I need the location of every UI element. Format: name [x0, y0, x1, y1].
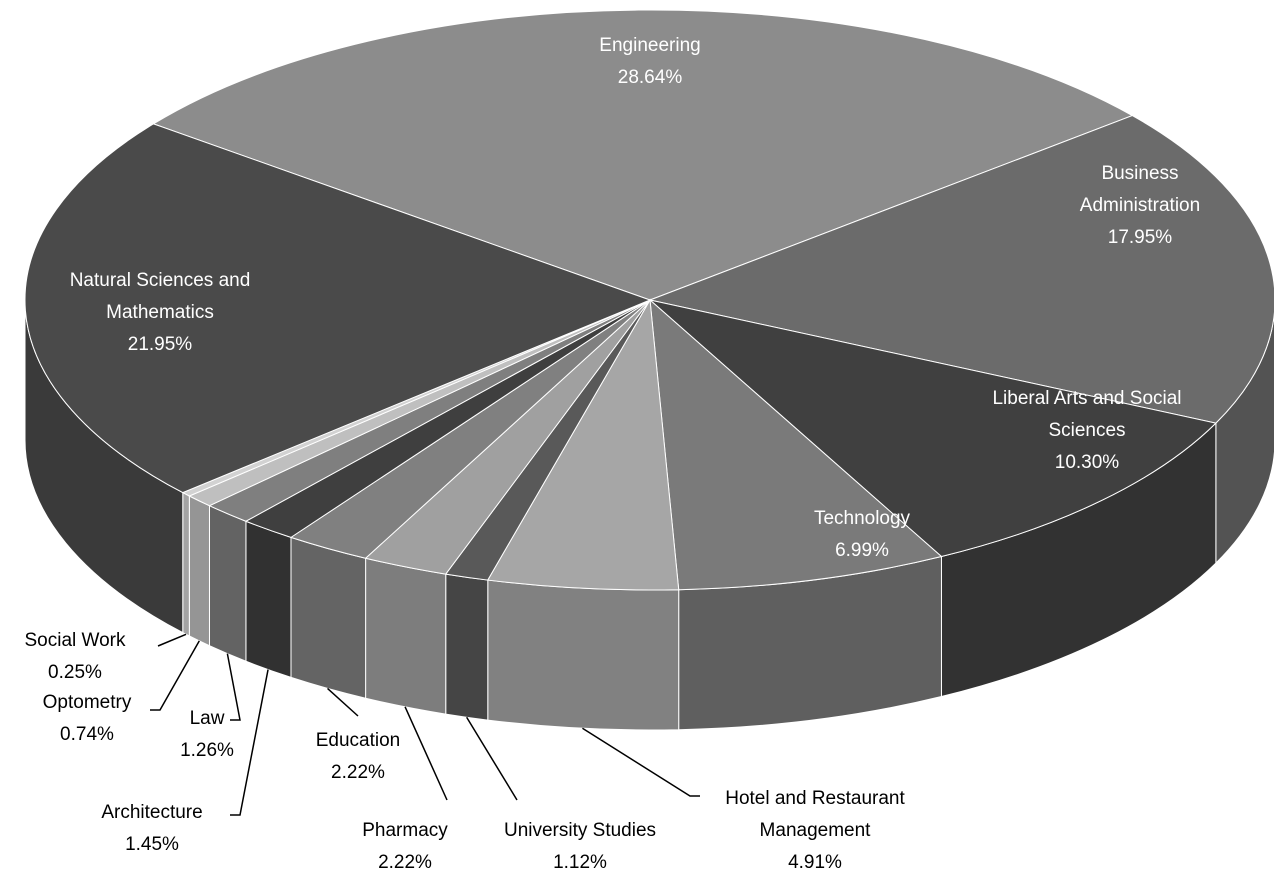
slice-label: Social Work 0.25%: [24, 625, 125, 689]
value-label: 6.99%: [835, 540, 889, 561]
slice-wall: [445, 573, 489, 721]
slice: [649, 298, 943, 591]
slice-wall: [208, 504, 247, 662]
slice-wall: [290, 536, 367, 699]
leader-line: [582, 727, 700, 797]
slice-label: Business Administration 17.95%: [1055, 158, 1225, 254]
value-label: 28.64%: [617, 67, 683, 88]
leader-line: [226, 653, 241, 721]
slice-wall: [487, 579, 680, 731]
category-label: Hotel and Restaurant Management: [725, 788, 905, 841]
leader-line: [150, 640, 200, 711]
category-label: Social Work: [24, 630, 126, 651]
category-label: Natural Sciences and Mathematics: [69, 270, 251, 323]
value-label: 4.91%: [788, 852, 842, 871]
slice-wall: [365, 557, 447, 715]
slice-label: Liberal Arts and Social Sciences 10.30%: [957, 383, 1217, 479]
slice-label: Pharmacy 2.22%: [362, 815, 448, 871]
leader-line: [326, 687, 359, 717]
category-label: Law: [189, 708, 225, 729]
value-label: 1.26%: [180, 740, 234, 761]
slice-label: Optometry 0.74%: [43, 687, 132, 751]
value-label: 21.95%: [127, 334, 193, 355]
leader-line: [230, 669, 269, 816]
value-label: 1.12%: [553, 852, 607, 871]
category-label: Liberal Arts and Social Sciences: [992, 388, 1182, 441]
category-label: University Studies: [503, 820, 657, 841]
slice-label: University Studies 1.12%: [504, 815, 656, 871]
slice: [648, 115, 1274, 424]
leader-line: [404, 706, 448, 801]
category-label: Business Administration: [1079, 163, 1201, 216]
slice: [648, 299, 1217, 558]
value-label: 2.22%: [378, 852, 432, 871]
slice-label: Hotel and Restaurant Management 4.91%: [685, 783, 945, 871]
slice: [152, 9, 1134, 301]
slice-label: Law 1.26%: [180, 703, 234, 767]
slice-label: Technology 6.99%: [814, 503, 910, 567]
leader-line: [466, 716, 518, 801]
category-label: Pharmacy: [362, 820, 448, 841]
category-label: Technology: [813, 508, 911, 529]
slice-label: Natural Sciences and Mathematics 21.95%: [30, 265, 290, 361]
slice-label: Education 2.22%: [316, 725, 401, 789]
category-label: Optometry: [42, 692, 132, 713]
slice: [24, 123, 652, 494]
slice-label: Architecture 1.45%: [101, 797, 202, 861]
value-label: 17.95%: [1107, 227, 1173, 248]
category-label: Architecture: [101, 802, 203, 823]
category-label: Education: [315, 730, 401, 751]
slice-wall: [188, 495, 210, 647]
slice: [486, 298, 680, 591]
slice-wall: [245, 520, 292, 679]
value-label: 10.30%: [1054, 452, 1120, 473]
slice-label: Engineering 28.64%: [599, 30, 700, 94]
leader-line: [157, 633, 187, 647]
value-label: 1.45%: [125, 834, 179, 855]
value-label: 0.74%: [60, 724, 114, 745]
slice-wall: [182, 491, 190, 637]
category-label: Engineering: [599, 35, 701, 56]
value-label: 0.25%: [48, 662, 102, 683]
value-label: 2.22%: [331, 762, 385, 783]
